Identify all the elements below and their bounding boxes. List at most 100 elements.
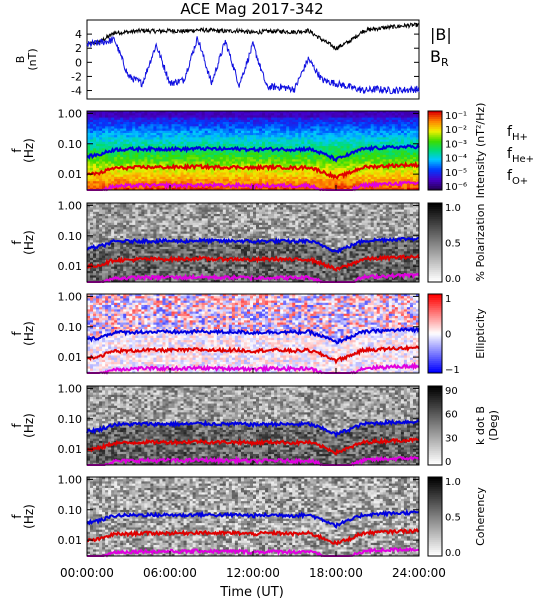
heatmap-cell: [123, 139, 127, 143]
heatmap-cell: [87, 185, 91, 189]
heatmap-cell: [132, 174, 136, 178]
heatmap-cell: [138, 176, 142, 180]
heatmap-cell: [102, 168, 106, 171]
heatmap-cell: [138, 130, 142, 134]
heatmap-cell: [150, 168, 154, 171]
heatmap-cell: [108, 128, 112, 132]
heatmap-cell: [99, 143, 103, 147]
heatmap-cell: [111, 172, 115, 176]
heatmap-cell: [90, 150, 94, 154]
heatmap-cell: [93, 154, 97, 158]
heatmap-cell: [138, 161, 142, 165]
heatmap-cell: [96, 135, 100, 138]
heatmap-cell: [135, 130, 139, 134]
heatmap-cell: [159, 113, 163, 116]
heatmap-cell: [102, 181, 106, 184]
heatmap-cell: [138, 113, 142, 116]
heatmap-cell: [123, 126, 127, 129]
heatmap-cell: [117, 165, 121, 169]
heatmap-cell: [126, 137, 130, 140]
heatmap-cell: [114, 128, 118, 132]
heatmap-cell: [147, 130, 151, 134]
legend-b-magnitude: |B|: [430, 25, 452, 44]
heatmap-cell: [90, 139, 94, 143]
heatmap-cell: [117, 137, 121, 140]
heatmap-cell: [141, 170, 145, 173]
heatmap-cell: [141, 179, 145, 182]
heatmap-cell: [144, 154, 148, 158]
heatmap-cell: [117, 121, 121, 125]
gyrofrequency-legend: fH+fHe+fO+: [507, 124, 534, 187]
series-b-magnitude: [86, 22, 420, 51]
heatmap-cell: [135, 163, 139, 167]
heatmap-cell: [126, 121, 130, 125]
heatmap-cell: [117, 119, 121, 123]
heatmap-cell: [114, 163, 118, 167]
heatmap-cell: [156, 185, 160, 189]
heatmap-cell: [132, 135, 136, 138]
heatmap-cell: [87, 176, 91, 180]
heatmap-cell: [159, 132, 163, 136]
heatmap-cell: [150, 150, 154, 154]
heatmap-cell: [105, 139, 109, 143]
heatmap-cell: [90, 146, 94, 149]
heatmap-cell: [144, 179, 148, 182]
heatmap-cell: [120, 168, 124, 171]
heatmap-cell: [120, 139, 124, 143]
heatmap-cell: [117, 174, 121, 178]
heatmap-cell: [93, 165, 97, 169]
heatmap-cell: [147, 154, 151, 158]
heatmap-cell: [96, 137, 100, 140]
heatmap-cell: [96, 113, 100, 116]
heatmap-cell: [117, 161, 121, 165]
heatmap-cell: [153, 143, 157, 147]
heatmap-cell: [129, 132, 133, 136]
legend-fHe: fHe+: [507, 146, 534, 165]
heatmap-cell: [93, 170, 97, 173]
heatmap-cell: [135, 176, 139, 180]
heatmap-cell: [141, 121, 145, 125]
heatmap-cell: [150, 119, 154, 123]
heatmap-cell: [126, 172, 130, 176]
heatmap-cell: [93, 126, 97, 129]
heatmap-cell: [147, 152, 151, 156]
heatmap-cell: [141, 115, 145, 118]
heatmap-cell: [96, 146, 100, 149]
heatmap-cell: [153, 152, 157, 156]
heatmap-cell: [114, 168, 118, 171]
heatmap-cell: [102, 117, 106, 121]
heatmap-cell: [138, 163, 142, 167]
heatmap-cell: [153, 159, 157, 162]
heatmap-cell: [93, 139, 97, 143]
heatmap-cell: [138, 126, 142, 129]
heatmap-cell: [90, 185, 94, 189]
heatmap-cell: [123, 141, 127, 145]
heatmap-cell: [108, 148, 112, 151]
heatmap-cell: [135, 154, 139, 158]
heatmap-cell: [93, 161, 97, 165]
heatmap-cell: [150, 137, 154, 140]
heatmap-cell: [126, 150, 130, 154]
heatmap-cell: [144, 137, 148, 140]
heatmap-cell: [96, 141, 100, 145]
heatmap-cell: [138, 115, 142, 118]
heatmap-cell: [132, 143, 136, 147]
heatmap-cell: [141, 132, 145, 136]
heatmap-cell: [126, 170, 130, 173]
heatmap-cell: [111, 176, 115, 180]
heatmap-cell: [138, 181, 142, 184]
heatmap-cell: [132, 170, 136, 173]
heatmap-cell: [108, 132, 112, 136]
heatmap-cell: [120, 135, 124, 138]
heatmap-cell: [159, 124, 163, 127]
heatmap-cell: [123, 154, 127, 158]
heatmap-cell: [129, 121, 133, 125]
heatmap-cell: [108, 170, 112, 173]
heatmap-cell: [99, 183, 103, 187]
y-tick-label: 0.01: [58, 168, 83, 181]
heatmap-cell: [105, 181, 109, 184]
heatmap-cell: [126, 141, 130, 145]
heatmap-cell: [144, 141, 148, 145]
heatmap-cell: [99, 172, 103, 176]
heatmap-cell: [123, 121, 127, 125]
